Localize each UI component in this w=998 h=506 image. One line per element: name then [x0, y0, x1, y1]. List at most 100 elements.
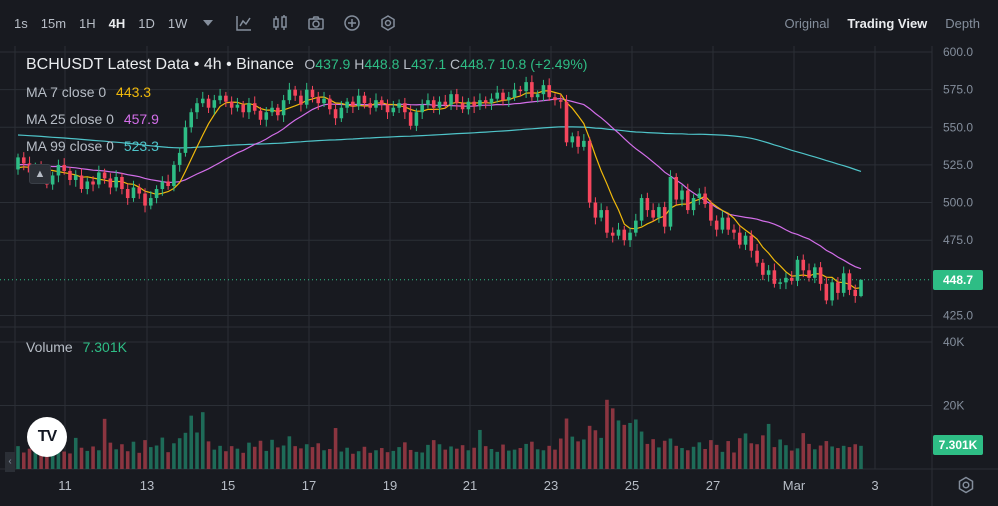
candle-body: [784, 277, 788, 283]
candle-body: [530, 82, 534, 98]
candle-body: [125, 189, 130, 199]
volume-bar: [460, 445, 465, 469]
timeframe-1w[interactable]: 1W: [167, 15, 188, 31]
volume-bar: [172, 443, 176, 469]
settings-icon[interactable]: [380, 15, 396, 31]
timeframe-15m[interactable]: 15m: [40, 15, 67, 31]
volume-bar: [737, 438, 742, 469]
candle-body: [189, 112, 194, 128]
candle-body: [403, 103, 407, 113]
candle-body: [270, 107, 274, 113]
volume-bar: [420, 452, 424, 469]
volume-bar: [582, 439, 586, 469]
candle-body: [726, 217, 730, 230]
volume-bar: [281, 445, 286, 469]
volume-bar: [714, 444, 719, 469]
candle-body: [149, 198, 153, 206]
candle-body: [639, 198, 644, 221]
volume-bar: [397, 447, 401, 469]
candle-body: [460, 103, 465, 110]
volume-bar: [137, 452, 142, 469]
candle-body: [755, 250, 759, 263]
timeframe-1s[interactable]: 1s: [14, 15, 28, 31]
price-tick-label: 475.0: [943, 233, 973, 247]
candle-body: [235, 104, 240, 108]
volume-bar: [189, 415, 194, 469]
ma7-legend: MA 7 close 0 443.3: [26, 84, 152, 100]
volume-bar: [414, 451, 419, 469]
timeframe-1d[interactable]: 1D: [138, 15, 155, 31]
volume-bar: [362, 446, 367, 469]
volume-bar: [218, 445, 222, 469]
collapse-legend-button[interactable]: ▲: [29, 164, 51, 184]
volume-bar: [483, 446, 488, 469]
volume-bar: [605, 399, 609, 469]
candle-body: [316, 97, 321, 104]
view-original[interactable]: Original: [784, 15, 830, 31]
volume-bar: [79, 447, 84, 469]
volume-bar: [195, 432, 199, 469]
volume-bar: [553, 449, 557, 469]
timeframe-1h[interactable]: 1H: [79, 15, 96, 31]
volume-bar: [501, 444, 505, 469]
candle-body: [322, 98, 326, 104]
add-icon[interactable]: [344, 15, 361, 31]
volume-bar: [651, 439, 655, 469]
candle-body: [218, 95, 222, 101]
price-chart[interactable]: 600.0 575.0 550.0 525.0 500.0 475.0 425.0 40K 20…: [0, 46, 998, 506]
indicators-icon[interactable]: [236, 15, 252, 31]
volume-bar: [235, 448, 240, 469]
candle-body: [535, 94, 540, 98]
candle-body: [789, 277, 794, 281]
candlesticks: [16, 75, 863, 306]
volume-bar: [299, 448, 303, 469]
candle-body: [449, 94, 453, 105]
volume-bar: [91, 446, 95, 469]
volume-bar: [431, 440, 436, 469]
timeframe-4h[interactable]: 4H: [108, 15, 126, 31]
scroll-left-icon[interactable]: ‹: [5, 452, 15, 472]
volume-bar: [125, 451, 130, 469]
candle-body: [16, 157, 20, 170]
candle-body: [310, 89, 315, 98]
candle-body: [21, 157, 26, 164]
candle-body: [576, 136, 580, 147]
candle-body: [160, 181, 165, 190]
candle-body: [50, 175, 55, 185]
chart-type-icon[interactable]: [272, 15, 288, 31]
candle-body: [73, 175, 78, 180]
volume-bar: [33, 443, 38, 469]
volume-bar: [379, 448, 384, 469]
chevron-down-icon[interactable]: [200, 15, 216, 31]
view-trading-view[interactable]: Trading View: [847, 15, 928, 31]
candle-body: [766, 270, 771, 275]
volume-bar: [183, 432, 188, 469]
volume-bar: [200, 412, 205, 469]
camera-icon[interactable]: [308, 15, 325, 31]
tradingview-logo[interactable]: TV: [27, 417, 67, 457]
close-value: 448.7: [460, 56, 496, 72]
volume-bar: [403, 442, 407, 469]
candle-body: [374, 100, 378, 108]
volume-bar: [50, 450, 55, 469]
volume-bar: [391, 450, 396, 469]
candle-body: [414, 112, 419, 126]
candle-body: [408, 112, 413, 126]
volume-bar: [801, 433, 806, 469]
chart-settings-icon[interactable]: [957, 476, 975, 494]
volume-bar: [859, 445, 863, 469]
volume-bar: [385, 452, 390, 469]
price-tick-label: 525.0: [943, 158, 973, 172]
volume-bar: [333, 428, 338, 469]
volume-bar: [108, 442, 113, 469]
pair-exchange: Binance: [236, 56, 294, 73]
candle-body: [172, 164, 176, 186]
view-depth[interactable]: Depth: [945, 15, 980, 31]
volume-bar: [807, 443, 811, 469]
candle-body: [813, 267, 817, 278]
candle-body: [281, 100, 286, 116]
candle-body: [426, 100, 430, 105]
candle-body: [714, 220, 719, 230]
volume-bar: [160, 437, 165, 469]
volume-bar: [56, 448, 61, 469]
